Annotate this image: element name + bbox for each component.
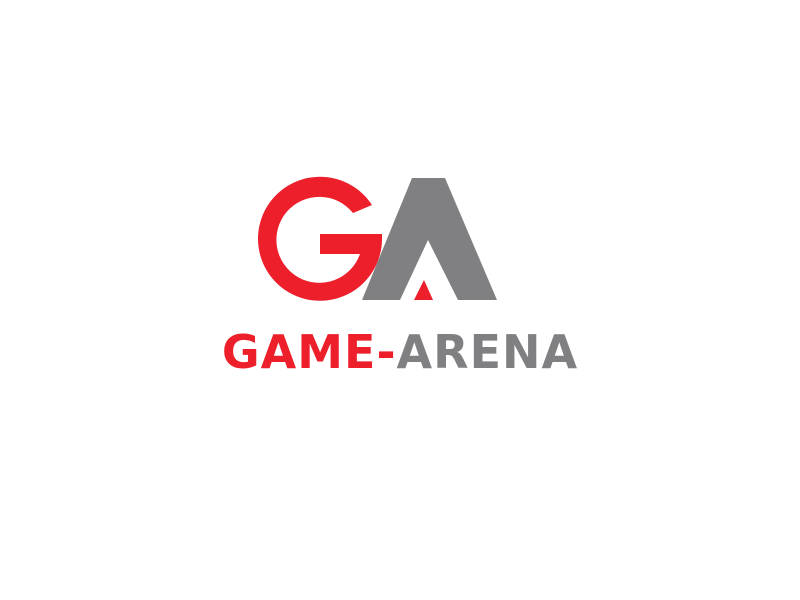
monogram-red-triangle (414, 280, 433, 300)
wordmark-arena: ARENA (396, 325, 579, 379)
monogram-letter-a (362, 178, 497, 300)
monogram-letter-g (258, 176, 382, 301)
wordmark: GAME-ARENA (0, 324, 800, 380)
wordmark-game: GAME- (221, 325, 397, 379)
